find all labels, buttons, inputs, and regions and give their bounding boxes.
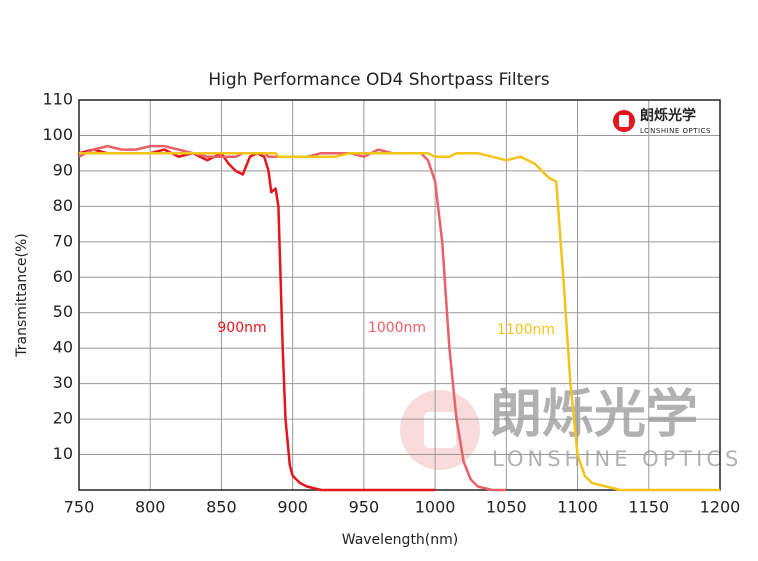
- y-tick-label: 10: [53, 444, 73, 463]
- x-tick-label: 950: [349, 498, 380, 517]
- series-label: 1000nm: [368, 320, 426, 336]
- x-tick-label: 900: [277, 498, 308, 517]
- x-tick-label: 1150: [628, 498, 669, 517]
- logo-icon-mark: [619, 115, 629, 127]
- logo-tagline: LONSHINE OPTICS: [640, 127, 711, 135]
- series-line: [78, 148, 436, 492]
- watermark: 朗烁光学 LONSHINE OPTICS: [400, 385, 742, 471]
- y-tick-label: 30: [53, 373, 73, 392]
- watermark-icon-mark: [424, 412, 456, 448]
- chart-title: High Performance OD4 Shortpass Filters: [208, 70, 549, 90]
- y-tick-label: 80: [53, 196, 73, 215]
- logo-name: 朗烁光学: [640, 107, 696, 124]
- watermark-icon: [400, 390, 480, 470]
- series-line: [79, 151, 720, 492]
- y-tick-label: 100: [42, 125, 73, 144]
- series-label: 900nm: [217, 320, 266, 336]
- x-tick-label: 850: [206, 498, 237, 517]
- x-tick-label: 800: [135, 498, 166, 517]
- x-tick-label: 1000: [415, 498, 456, 517]
- y-tick-label: 90: [53, 160, 73, 179]
- x-tick-label: 1050: [486, 498, 527, 517]
- y-axis-label: Transmittance(%): [14, 233, 30, 358]
- x-tick-label: 750: [64, 498, 95, 517]
- watermark-tagline: LONSHINE OPTICS: [492, 447, 742, 471]
- y-tick-label: 40: [53, 338, 73, 357]
- logo: 朗烁光学 LONSHINE OPTICS: [613, 107, 711, 135]
- y-tick-label: 20: [53, 409, 73, 428]
- y-tick-label: 60: [53, 267, 73, 286]
- x-tick-label: 1100: [557, 498, 598, 517]
- x-axis-label: Wavelength(nm): [342, 532, 458, 548]
- watermark-name: 朗烁光学: [490, 385, 698, 445]
- x-tick-label: 1200: [700, 498, 741, 517]
- y-tick-label: 50: [53, 302, 73, 321]
- y-tick-label: 70: [53, 231, 73, 250]
- series-label: 1100nm: [497, 322, 555, 338]
- y-tick-label: 110: [42, 90, 73, 109]
